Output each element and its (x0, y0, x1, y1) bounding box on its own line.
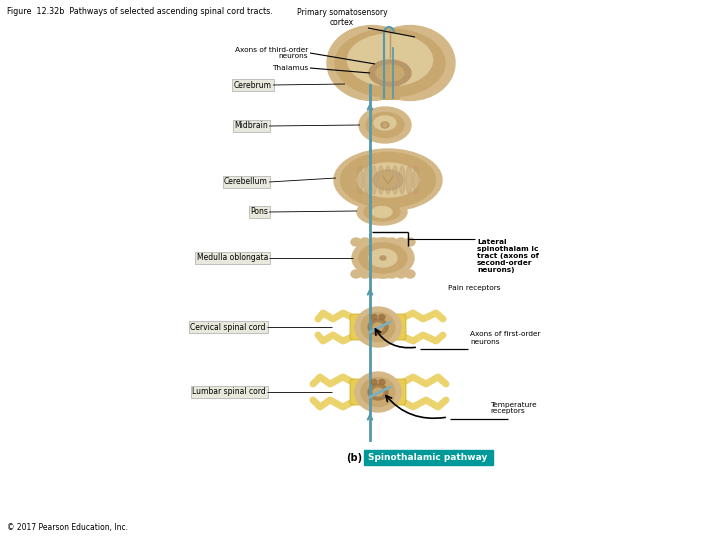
Ellipse shape (360, 40, 420, 96)
Ellipse shape (383, 124, 387, 126)
Text: Axons of first-order
neurons: Axons of first-order neurons (470, 332, 541, 345)
Text: Pons: Pons (250, 207, 268, 217)
Text: Pain receptors: Pain receptors (448, 285, 500, 291)
Ellipse shape (380, 256, 386, 260)
Ellipse shape (368, 384, 388, 400)
Ellipse shape (405, 238, 415, 246)
Ellipse shape (379, 314, 385, 320)
Ellipse shape (351, 270, 361, 278)
Text: © 2017 Pearson Education, Inc.: © 2017 Pearson Education, Inc. (7, 523, 128, 532)
Ellipse shape (359, 107, 411, 143)
Ellipse shape (357, 199, 407, 225)
Ellipse shape (371, 380, 377, 384)
Ellipse shape (334, 149, 442, 211)
Ellipse shape (371, 166, 377, 194)
Text: Spinothalamic pathway: Spinothalamic pathway (369, 453, 487, 462)
FancyBboxPatch shape (350, 379, 406, 405)
FancyBboxPatch shape (380, 71, 400, 100)
Ellipse shape (369, 238, 379, 246)
Ellipse shape (360, 238, 370, 246)
Ellipse shape (378, 270, 388, 278)
Ellipse shape (341, 152, 436, 207)
Text: Axons of third-order
neurons: Axons of third-order neurons (235, 46, 308, 59)
Ellipse shape (355, 307, 401, 347)
Ellipse shape (368, 319, 388, 335)
Ellipse shape (359, 243, 407, 273)
Ellipse shape (392, 166, 398, 194)
FancyBboxPatch shape (350, 314, 406, 340)
Ellipse shape (335, 29, 445, 97)
Ellipse shape (374, 116, 396, 130)
FancyBboxPatch shape (364, 449, 492, 464)
Ellipse shape (379, 380, 385, 384)
Ellipse shape (327, 25, 417, 100)
Ellipse shape (373, 388, 383, 396)
Ellipse shape (413, 166, 419, 194)
Text: Figure  12.32b  Pathways of selected ascending spinal cord tracts.: Figure 12.32b Pathways of selected ascen… (7, 7, 273, 16)
Ellipse shape (361, 377, 395, 407)
Ellipse shape (387, 270, 397, 278)
Ellipse shape (379, 174, 397, 186)
Ellipse shape (385, 166, 391, 194)
Text: (b): (b) (346, 453, 362, 463)
Ellipse shape (366, 112, 404, 138)
Ellipse shape (355, 372, 401, 412)
Ellipse shape (376, 65, 404, 81)
Ellipse shape (348, 34, 433, 86)
Text: Primary somatosensory
cortex: Primary somatosensory cortex (297, 8, 387, 27)
Ellipse shape (373, 323, 383, 331)
Ellipse shape (369, 60, 411, 86)
Ellipse shape (369, 270, 379, 278)
Ellipse shape (364, 203, 400, 221)
Ellipse shape (378, 166, 384, 194)
Ellipse shape (357, 166, 363, 194)
Text: Medulla oblongata: Medulla oblongata (197, 253, 268, 262)
Ellipse shape (361, 313, 395, 341)
Ellipse shape (365, 25, 455, 100)
Ellipse shape (364, 166, 370, 194)
Ellipse shape (357, 163, 419, 197)
Text: Cerebrum: Cerebrum (234, 80, 272, 90)
Ellipse shape (405, 270, 415, 278)
Ellipse shape (396, 270, 406, 278)
Ellipse shape (396, 238, 406, 246)
Ellipse shape (371, 314, 377, 320)
Ellipse shape (378, 238, 388, 246)
Ellipse shape (369, 249, 397, 267)
Ellipse shape (381, 122, 389, 128)
Text: Thalamus: Thalamus (272, 65, 308, 71)
Text: Temperature
receptors: Temperature receptors (490, 402, 536, 415)
Text: Midbrain: Midbrain (234, 122, 268, 131)
Text: Lateral
spinothalam ic
tract (axons of
second-order
neurons): Lateral spinothalam ic tract (axons of s… (477, 239, 539, 273)
Text: Cervical spinal cord: Cervical spinal cord (191, 322, 266, 332)
Text: Cerebellum: Cerebellum (224, 178, 268, 186)
Ellipse shape (387, 238, 397, 246)
Ellipse shape (360, 270, 370, 278)
Ellipse shape (372, 206, 392, 218)
Ellipse shape (352, 238, 414, 278)
Ellipse shape (406, 166, 412, 194)
Ellipse shape (351, 238, 361, 246)
Ellipse shape (399, 166, 405, 194)
Ellipse shape (373, 170, 403, 190)
Text: Lumbar spinal cord: Lumbar spinal cord (192, 388, 266, 396)
